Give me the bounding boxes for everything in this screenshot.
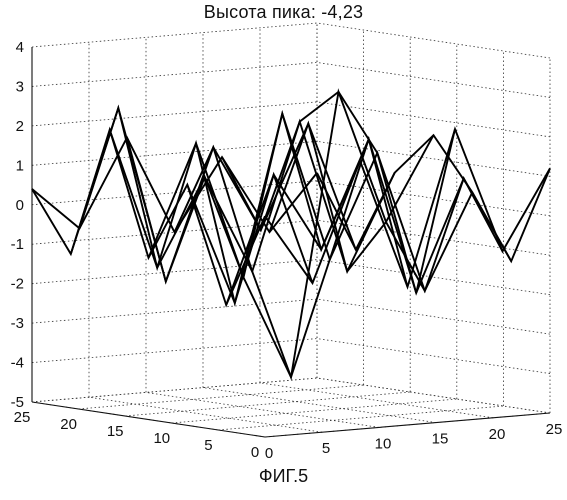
z-tick-label: 0 — [16, 197, 24, 214]
x-tick-label: 25 — [546, 421, 563, 438]
x-tick-label: 10 — [375, 435, 392, 452]
x-tick-label: 5 — [322, 440, 330, 457]
grid-line — [32, 260, 317, 284]
z-tick-label: -1 — [11, 236, 24, 253]
z-tick-label: -2 — [11, 276, 24, 293]
y-tick-label: 25 — [14, 409, 31, 426]
y-tick-label: 20 — [60, 416, 77, 433]
z-tick-label: 3 — [16, 78, 24, 95]
grid-line — [32, 102, 317, 126]
z-tick-label: 1 — [16, 157, 24, 174]
grid-line — [32, 62, 317, 86]
surface-traces — [32, 92, 550, 377]
z-tick-label: 2 — [16, 118, 24, 135]
y-tick-label: 5 — [204, 437, 212, 454]
z-tick-label: -4 — [11, 355, 24, 372]
y-tick-label: 0 — [251, 444, 259, 461]
grid-line — [317, 102, 550, 137]
surface-column-trace — [175, 139, 408, 377]
grid-line — [317, 23, 550, 58]
grid-line — [317, 62, 550, 97]
tick-labels: -5-4-3-2-10123405101520252520151050 — [11, 39, 563, 462]
grid-line — [317, 299, 550, 334]
grid-line — [317, 339, 550, 374]
grid-line — [89, 397, 322, 432]
figure-caption: ФИГ.5 — [0, 466, 567, 487]
grid-line — [32, 378, 317, 402]
x-tick-label: 20 — [489, 426, 506, 443]
grid-line — [172, 399, 457, 423]
z-tick-label: -3 — [11, 315, 24, 332]
y-tick-label: 15 — [107, 423, 124, 440]
grid-line — [317, 141, 550, 176]
x-tick-label: 15 — [432, 431, 449, 448]
y-tick-label: 10 — [153, 430, 170, 447]
grid-line — [218, 406, 503, 430]
grid-line — [32, 299, 317, 323]
z-tick-label: 4 — [16, 39, 24, 56]
surface-column-trace — [222, 92, 455, 293]
surface-row-trace — [149, 92, 434, 377]
grid-line — [32, 23, 317, 47]
grid-line — [260, 383, 493, 418]
x-tick-label: 0 — [265, 445, 273, 462]
grid-line — [32, 378, 317, 402]
